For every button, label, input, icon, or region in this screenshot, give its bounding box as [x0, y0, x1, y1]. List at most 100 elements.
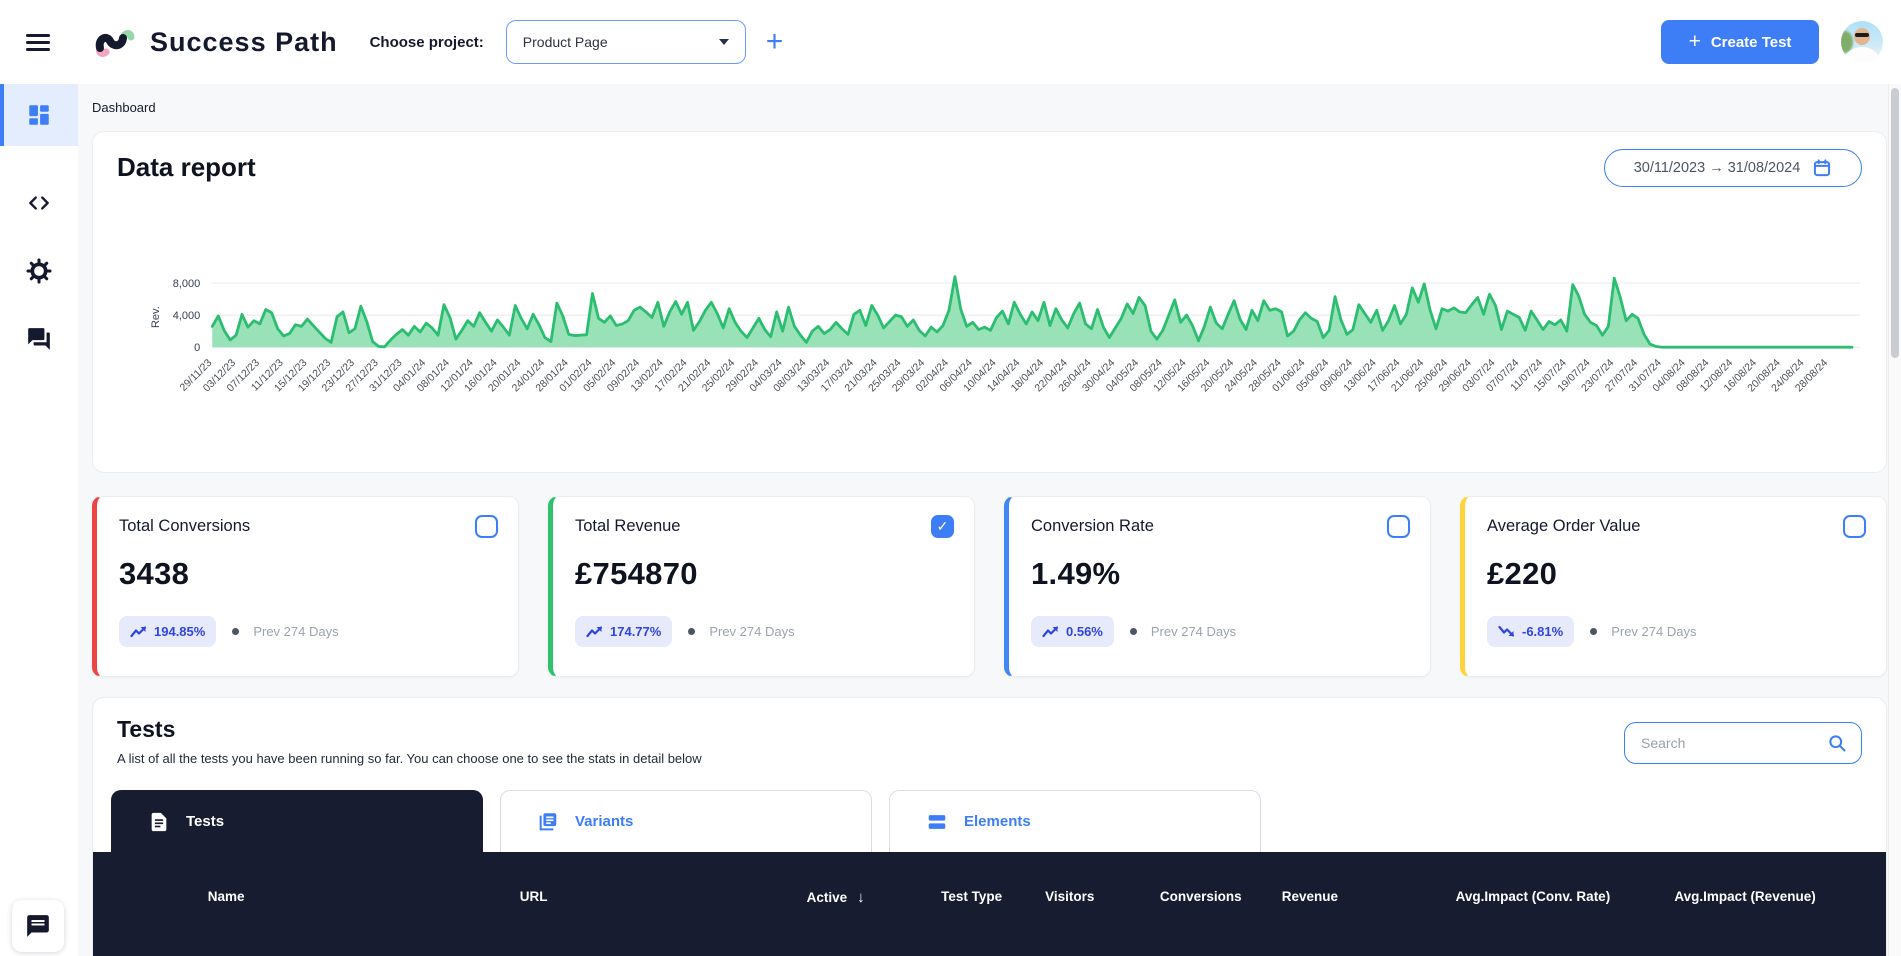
column-header-avg-impact-conv-rate-[interactable]: Avg.Impact (Conv. Rate) [1455, 889, 1611, 904]
change-value: -6.81% [1522, 624, 1564, 639]
chat-bubble-icon [27, 915, 49, 937]
document-icon [151, 812, 167, 831]
sidebar [0, 84, 78, 956]
search-input[interactable] [1641, 735, 1827, 751]
tests-panel: Tests A list of all the tests you have b… [92, 697, 1887, 956]
search-icon[interactable] [1827, 733, 1847, 753]
variants-library-icon [539, 812, 557, 830]
stat-card-checkbox[interactable] [1843, 515, 1866, 538]
gear-icon [26, 258, 52, 284]
stat-cards-row: Total Conversions 3438 194.85% Prev 274 … [92, 496, 1887, 677]
date-range-picker[interactable]: 30/11/2023 → 31/08/2024 [1604, 149, 1862, 187]
stat-card-title: Total Revenue [575, 517, 681, 535]
tab-variants-label: Variants [575, 813, 634, 830]
scrollbar-thumb[interactable] [1891, 88, 1899, 358]
breadcrumb[interactable]: Dashboard [92, 100, 156, 115]
stat-card-value: £754870 [575, 556, 698, 591]
revenue-area-chart: 04,0008,000Rev.29/11/2303/12/2307/12/231… [150, 275, 1860, 394]
comparison-period: Prev 274 Days [709, 624, 795, 639]
change-value: 174.77% [610, 624, 662, 639]
stat-card-value: 3438 [119, 556, 190, 591]
add-project-button[interactable]: + [765, 25, 784, 58]
comparison-period: Prev 274 Days [1611, 624, 1697, 639]
svg-text:Rev.: Rev. [150, 306, 162, 328]
change-badge: 174.77% [575, 616, 673, 647]
change-value: 194.85% [154, 624, 206, 639]
stat-card-title: Total Conversions [119, 517, 251, 535]
date-range-value: 30/11/2023 → 31/08/2024 [1633, 160, 1801, 176]
tab-variants[interactable]: Variants [500, 790, 872, 852]
sort-descending-icon: ↓ [857, 889, 865, 906]
change-badge: 194.85% [119, 616, 217, 647]
svg-text:8,000: 8,000 [173, 278, 201, 290]
chevron-down-icon [718, 39, 729, 45]
tests-table-header: Name URL Active ↓ Test Type Visitors Conversio… [93, 852, 1886, 956]
sidebar-item-code[interactable] [0, 172, 78, 234]
tab-tests[interactable]: Tests [111, 790, 483, 852]
elements-rows-icon [928, 814, 946, 829]
report-title: Data report [117, 152, 256, 182]
svg-text:4,000: 4,000 [173, 310, 201, 322]
tests-subtitle: A list of all the tests you have been ru… [117, 751, 702, 766]
brand-name: Success Path [150, 26, 338, 57]
column-header-revenue[interactable]: Revenue [1281, 889, 1339, 904]
project-select[interactable]: Product Page [505, 20, 746, 64]
column-header-name[interactable]: Name [207, 889, 245, 904]
column-header-url[interactable]: URL [519, 889, 548, 904]
sidebar-item-dashboard[interactable] [0, 84, 78, 146]
trending-up-icon [586, 626, 603, 638]
trending-up-icon [130, 626, 147, 638]
stat-card-checkbox[interactable] [475, 515, 498, 538]
tests-search [1624, 722, 1862, 764]
bullet-dot [1590, 628, 1598, 635]
stat-card: Average Order Value £220 -6.81% Prev 274… [1460, 496, 1887, 677]
sidebar-item-messages[interactable] [0, 308, 78, 370]
bullet-dot [1129, 628, 1137, 635]
logo-squiggle-icon [95, 30, 135, 57]
top-bar: Success Path Choose project: Product Pag… [0, 0, 1901, 84]
forum-chat-icon [28, 328, 50, 350]
stat-card-value: 1.49% [1031, 556, 1121, 591]
column-header-avg-impact-revenue-[interactable]: Avg.Impact (Revenue) [1674, 889, 1816, 904]
stat-card: Conversion Rate 1.49% 0.56% Prev 274 Day… [1004, 496, 1431, 677]
hamburger-menu-icon[interactable] [26, 30, 50, 55]
column-header-visitors[interactable]: Visitors [1045, 889, 1095, 904]
change-badge: -6.81% [1487, 616, 1575, 647]
calendar-icon [1814, 159, 1831, 177]
trending-down-icon [1498, 625, 1515, 637]
project-select-value: Product Page [522, 34, 608, 50]
main-content: Dashboard Data report 30/11/2023 → 31/08… [78, 84, 1901, 956]
change-value: 0.56% [1066, 624, 1103, 639]
dashboard-grid-icon [29, 105, 49, 125]
code-icon [29, 196, 49, 210]
stat-card-title: Conversion Rate [1031, 517, 1154, 535]
tab-tests-label: Tests [186, 813, 225, 830]
svg-text:0: 0 [194, 342, 200, 354]
column-header-conversions[interactable]: Conversions [1159, 889, 1242, 904]
bullet-dot [688, 628, 696, 635]
comparison-period: Prev 274 Days [253, 624, 339, 639]
stat-card-checkbox[interactable]: ✓ [931, 515, 954, 538]
create-test-label: Create Test [1710, 33, 1792, 51]
feedback-button[interactable] [12, 900, 64, 952]
bullet-dot [232, 628, 240, 635]
stat-card-value: £220 [1487, 556, 1558, 591]
stat-card: Total Conversions 3438 194.85% Prev 274 … [92, 496, 519, 677]
tab-elements[interactable]: Elements [889, 790, 1261, 852]
comparison-period: Prev 274 Days [1150, 624, 1237, 639]
tests-tabs: Tests Variants [111, 790, 1886, 852]
sidebar-item-settings[interactable] [0, 240, 78, 302]
plus-icon: + [1688, 30, 1701, 53]
trending-up-icon [1042, 626, 1059, 638]
tests-title: Tests [117, 716, 176, 742]
create-test-button[interactable]: + Create Test [1661, 20, 1819, 64]
vertical-scrollbar [1888, 0, 1901, 956]
choose-project-label: Choose project: [369, 33, 484, 51]
user-avatar[interactable] [1841, 21, 1883, 63]
brand-logo[interactable]: Success Path [92, 24, 338, 60]
column-header-active[interactable]: Active ↓ [806, 889, 865, 906]
stat-card: Total Revenue ✓ £754870 174.77% Prev 274… [548, 496, 975, 677]
stat-card-checkbox[interactable] [1387, 515, 1410, 538]
column-header-test-type[interactable]: Test Type [941, 889, 1003, 904]
data-report-panel: Data report 30/11/2023 → 31/08/2024 0 4,0… [92, 131, 1887, 473]
